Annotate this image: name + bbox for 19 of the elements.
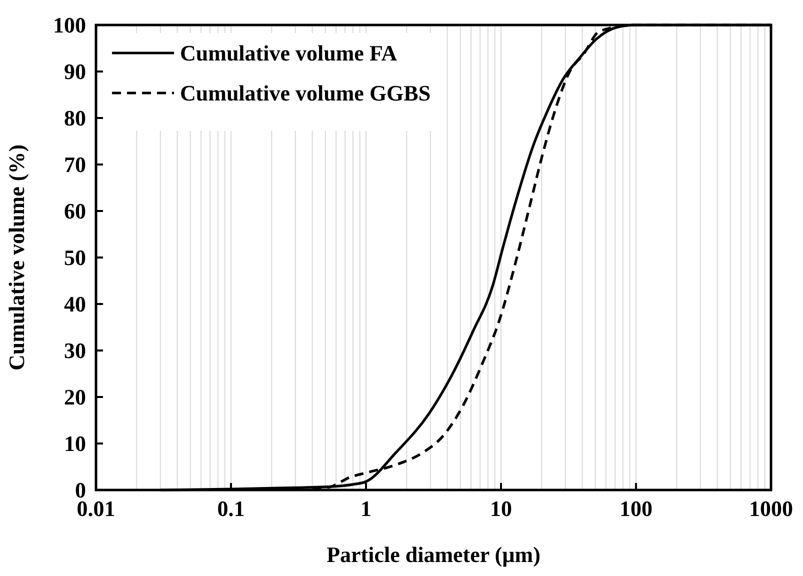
x-axis-title: Particle diameter (µm)	[326, 542, 540, 567]
y-tick-label: 10	[64, 431, 86, 456]
y-tick-label: 60	[64, 198, 86, 224]
y-tick-label: 30	[64, 338, 86, 364]
y-tick-label: 70	[64, 152, 86, 178]
x-tick-label: 1000	[749, 496, 793, 521]
legend-label: Cumulative volume GGBS	[180, 80, 431, 106]
y-tick-label: 40	[64, 292, 86, 317]
y-tick-label: 50	[64, 245, 86, 270]
x-tick-label: 0.1	[217, 496, 245, 521]
x-tick-label: 1	[360, 496, 372, 521]
y-tick-label: 80	[64, 106, 86, 131]
y-tick-label: 100	[53, 12, 86, 38]
y-tick-label: 90	[64, 59, 86, 84]
legend-label: Cumulative volume FA	[180, 40, 398, 66]
x-tick-label: 10	[490, 496, 512, 521]
x-tick-label: 100	[620, 496, 652, 521]
y-axis-title: Cumulative volume (%)	[4, 144, 29, 371]
y-tick-label: 20	[64, 384, 86, 410]
